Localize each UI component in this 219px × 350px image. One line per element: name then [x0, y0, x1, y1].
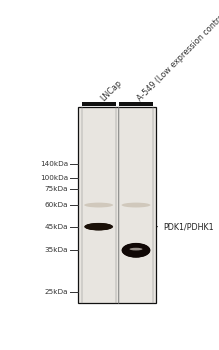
- Ellipse shape: [85, 223, 112, 230]
- Ellipse shape: [88, 224, 110, 229]
- Ellipse shape: [125, 246, 147, 254]
- Ellipse shape: [86, 224, 111, 230]
- Ellipse shape: [89, 225, 108, 229]
- Ellipse shape: [84, 223, 113, 230]
- Text: 100kDa: 100kDa: [40, 175, 68, 181]
- Text: PDK1/PDHK1: PDK1/PDHK1: [157, 222, 214, 231]
- Ellipse shape: [122, 243, 150, 258]
- Ellipse shape: [87, 224, 111, 230]
- Ellipse shape: [88, 224, 109, 229]
- Ellipse shape: [88, 224, 109, 229]
- Ellipse shape: [124, 245, 148, 256]
- Text: 140kDa: 140kDa: [40, 161, 68, 167]
- Ellipse shape: [84, 203, 113, 208]
- Ellipse shape: [122, 244, 150, 257]
- Ellipse shape: [86, 224, 111, 230]
- Ellipse shape: [124, 245, 148, 255]
- Ellipse shape: [87, 224, 110, 229]
- Ellipse shape: [85, 223, 113, 230]
- Text: 25kDa: 25kDa: [45, 289, 68, 295]
- Bar: [82, 102, 116, 106]
- Ellipse shape: [125, 246, 147, 255]
- Ellipse shape: [129, 248, 143, 251]
- Text: 75kDa: 75kDa: [45, 186, 68, 192]
- Text: 45kDa: 45kDa: [45, 224, 68, 230]
- Ellipse shape: [122, 203, 150, 208]
- Bar: [119, 102, 153, 106]
- Text: 60kDa: 60kDa: [45, 202, 68, 208]
- Ellipse shape: [123, 244, 149, 257]
- Bar: [78, 107, 156, 303]
- Ellipse shape: [122, 243, 150, 257]
- Ellipse shape: [123, 244, 149, 256]
- Text: 35kDa: 35kDa: [45, 247, 68, 253]
- Ellipse shape: [125, 246, 147, 254]
- Ellipse shape: [124, 245, 148, 255]
- Text: A-549 (Low expression control): A-549 (Low expression control): [136, 8, 219, 103]
- Ellipse shape: [125, 247, 147, 254]
- Ellipse shape: [124, 245, 148, 256]
- Text: LNCap: LNCap: [99, 78, 124, 103]
- Ellipse shape: [122, 244, 150, 257]
- Ellipse shape: [85, 223, 112, 230]
